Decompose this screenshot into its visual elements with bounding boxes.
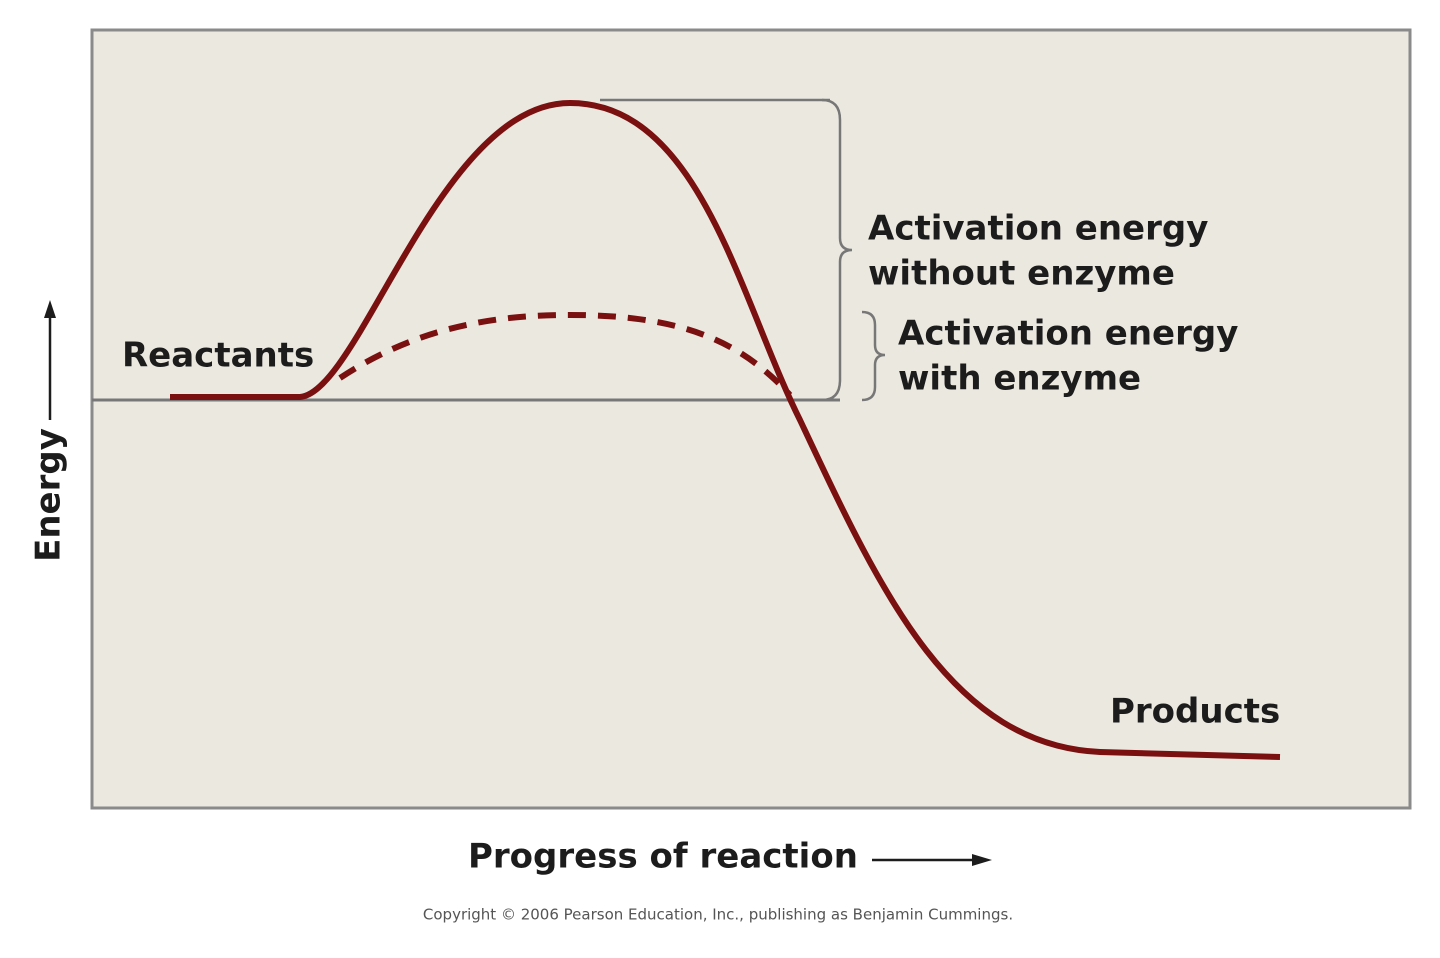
uncatalyzed-curve (170, 99, 1281, 760)
brace-with-enzyme (861, 310, 886, 402)
without-enzyme-label: Activation energy (868, 209, 1208, 249)
brace-without-enzyme (821, 98, 853, 402)
with-enzyme-label: Activation energy (898, 314, 1238, 354)
x-axis-label: Progress of reaction (468, 837, 858, 877)
products-label: Products (1110, 692, 1280, 732)
plot-panel (90, 28, 1412, 810)
y-axis-arrowhead (44, 300, 56, 318)
copyright: Copyright © 2006 Pearson Education, Inc.… (423, 906, 1013, 924)
without-enzyme-label: without enzyme (868, 254, 1175, 294)
y-axis-label: Energy (29, 428, 69, 562)
x-axis-arrowhead (972, 854, 992, 866)
catalyzed-curve (338, 311, 793, 398)
reactants-label: Reactants (122, 336, 314, 376)
with-enzyme-label: with enzyme (898, 359, 1141, 399)
